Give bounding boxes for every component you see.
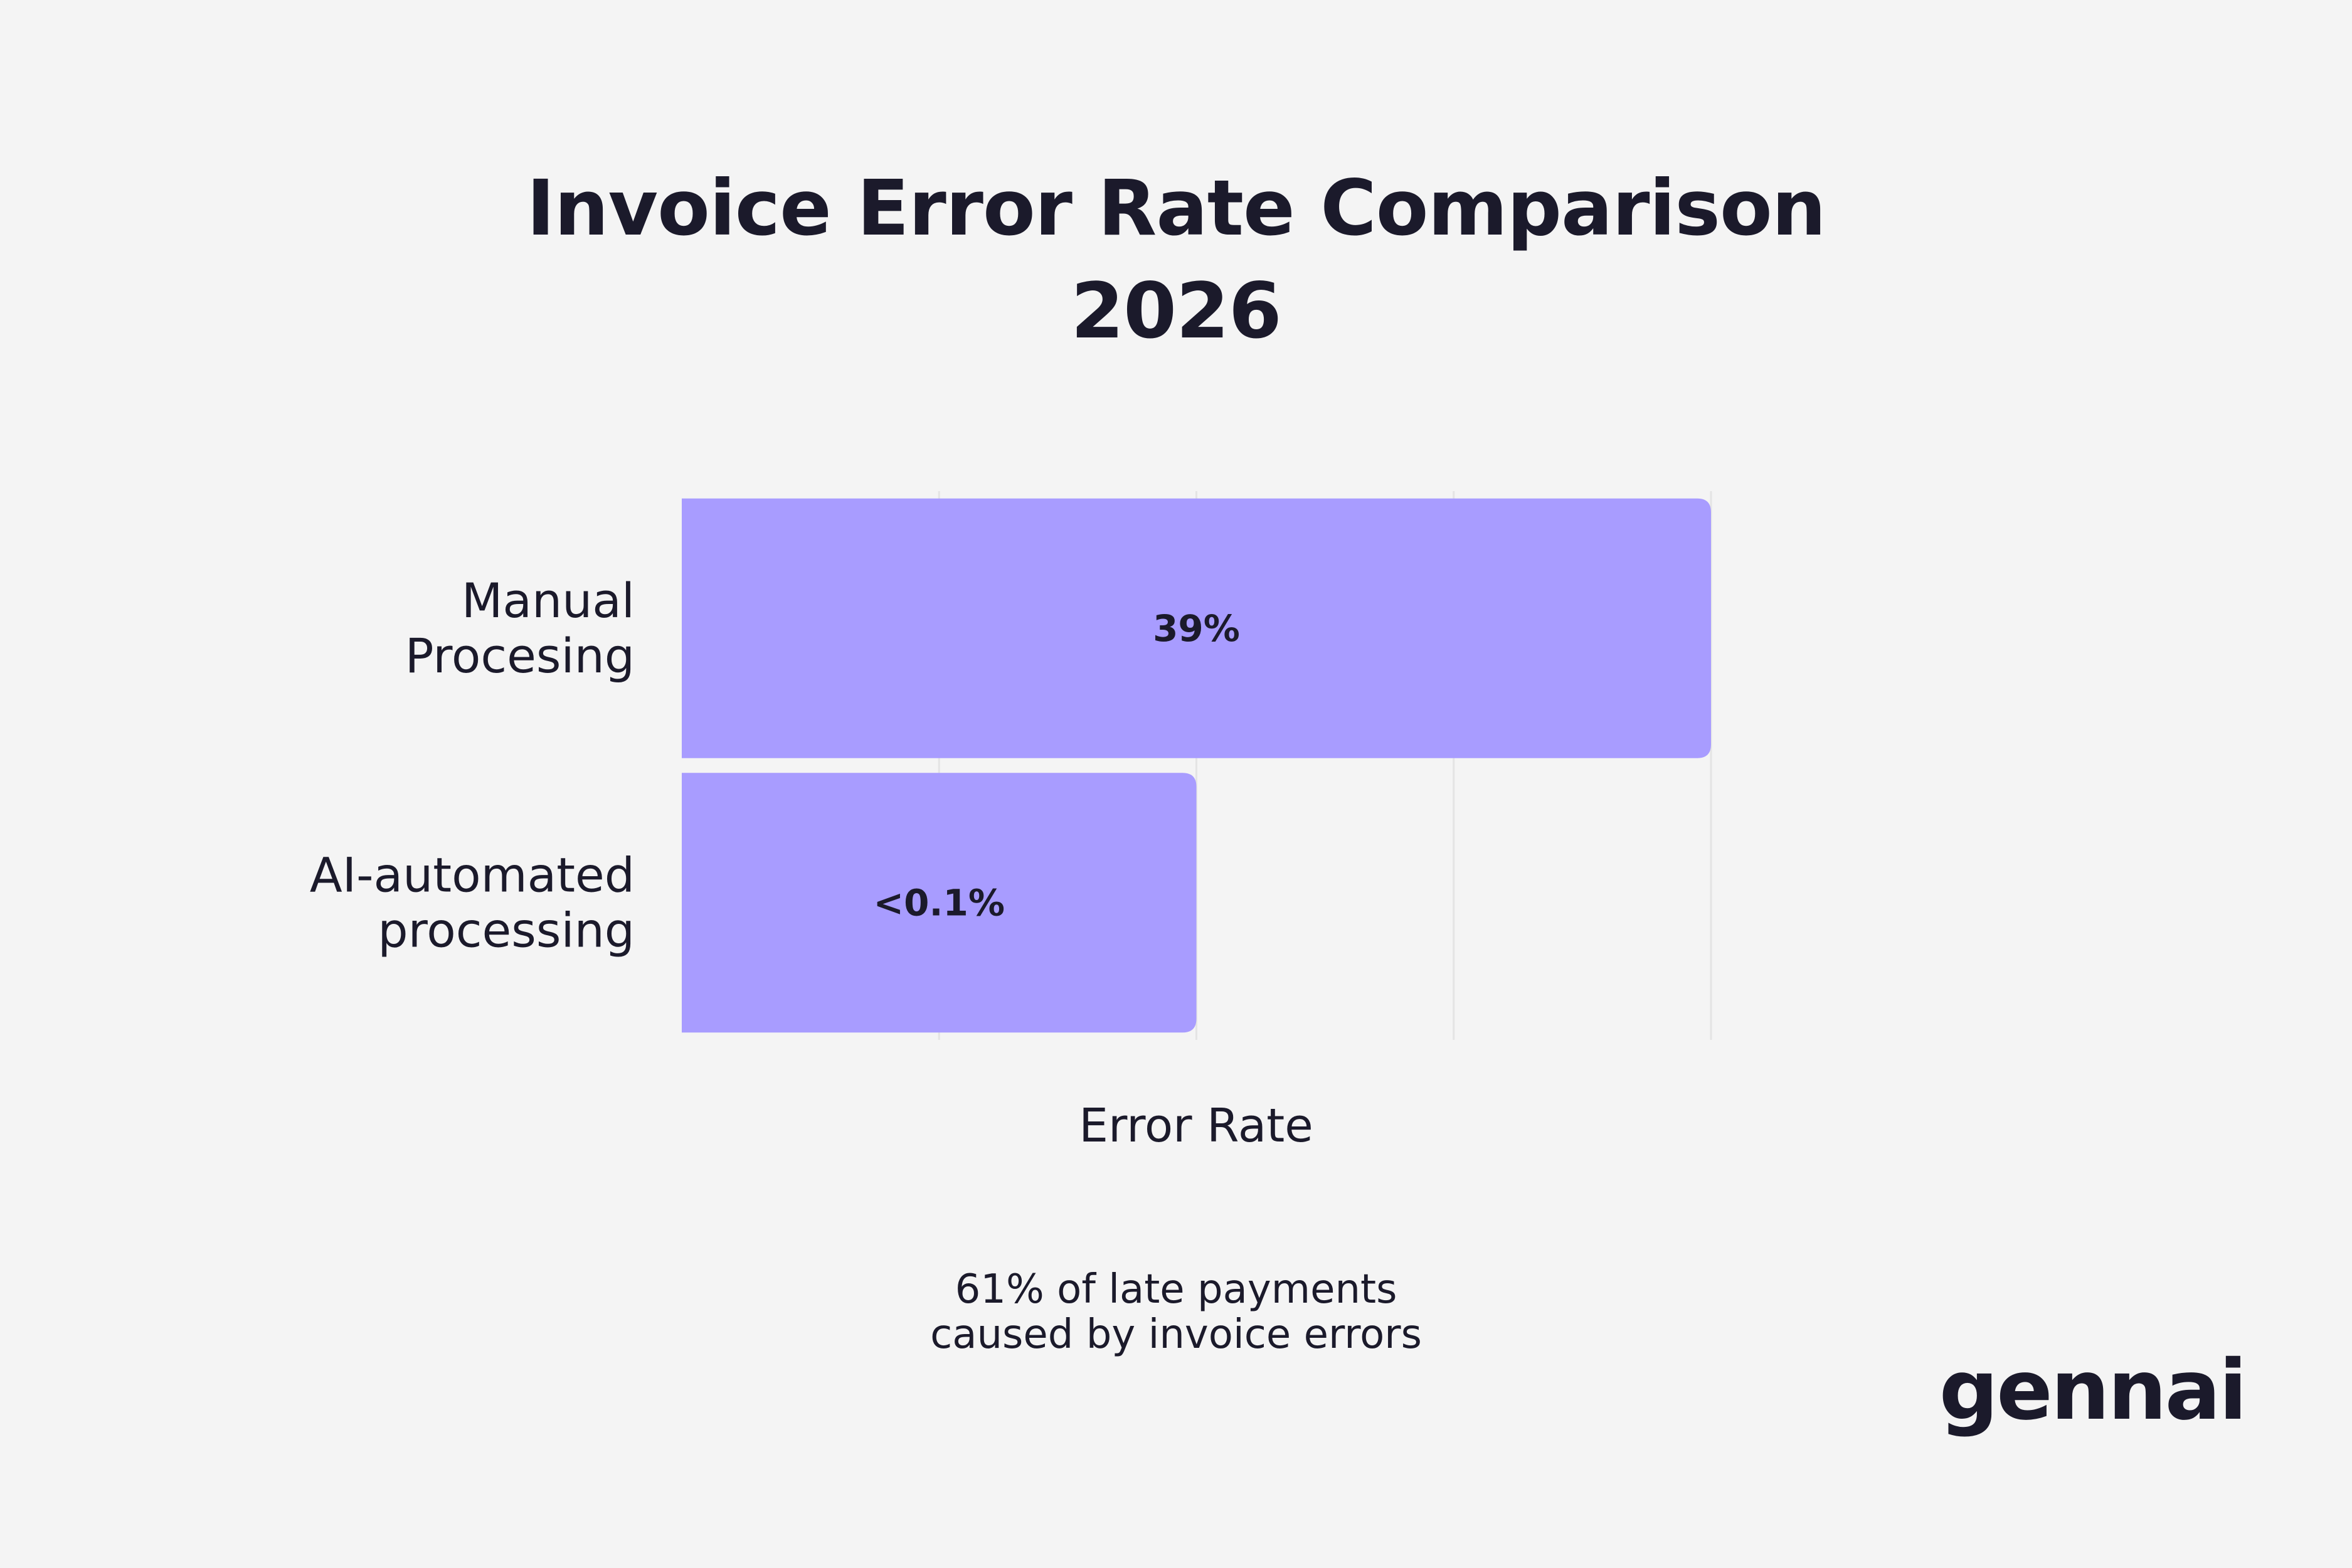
bar-value-label: <0.1% [874,881,1005,924]
gennai-logo: gennai [1939,1342,2247,1439]
category-label-line: Procesing [405,628,635,684]
footnote: 61% of late payments caused by invoice e… [0,1267,2352,1357]
footnote-line-2: caused by invoice errors [930,1311,1422,1358]
x-axis-title: Error Rate [1079,1099,1313,1153]
bar [682,773,1197,1033]
footnote-line-1: 61% of late payments [955,1266,1397,1313]
category-label-line: Manual [462,573,635,628]
category-label-line: AI-automated [310,847,635,903]
category-label-line: processing [378,902,635,958]
chart-title-line-2: 2026 [1071,267,1282,356]
category-label: Manual Procesing [405,573,635,684]
chart-title-line-1: Invoice Error Rate Comparison [526,164,1826,253]
chart-title: Invoice Error Rate Comparison 2026 [0,157,2352,363]
bar [682,498,1711,758]
bar-value-label: 39% [1153,607,1240,650]
bar-labels: 39% <0.1% [874,607,1240,924]
category-label: AI-automated processing [310,847,635,958]
category-labels: Manual Procesing AI-automated processing [310,573,635,958]
bars [682,498,1711,1033]
